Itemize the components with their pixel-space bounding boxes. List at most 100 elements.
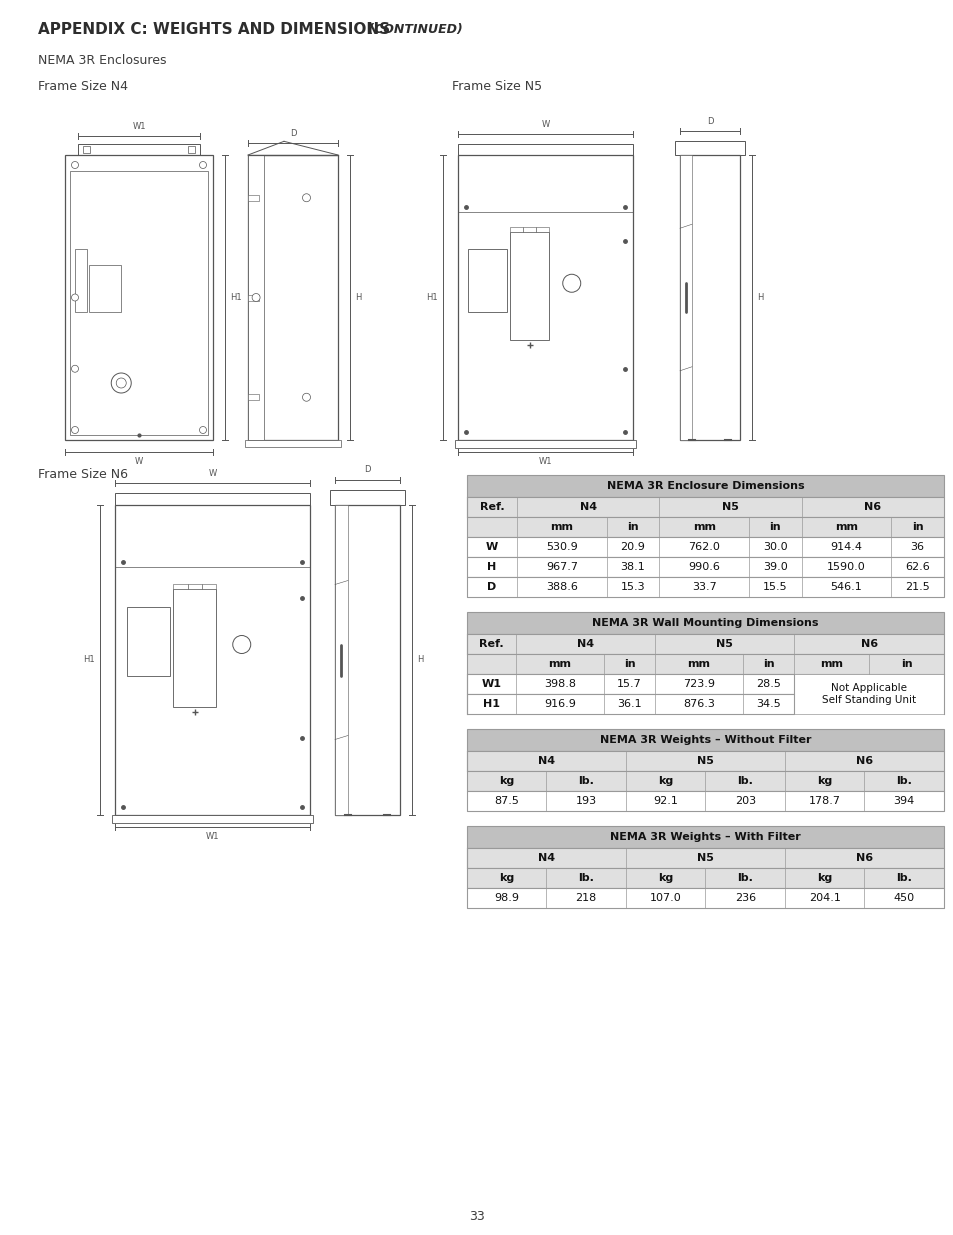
Text: N5: N5	[697, 853, 713, 863]
Text: 204.1: 204.1	[808, 893, 840, 903]
Text: Ref.: Ref.	[478, 638, 503, 650]
Text: kg: kg	[498, 776, 514, 785]
Text: D: D	[706, 117, 713, 126]
Text: 450: 450	[893, 893, 914, 903]
Text: in: in	[762, 659, 774, 669]
Bar	[467, 674, 794, 694]
Text: in: in	[900, 659, 911, 669]
Bar	[65, 156, 213, 440]
Text: N4: N4	[579, 501, 597, 513]
Text: 28.5: 28.5	[756, 679, 781, 689]
Circle shape	[562, 274, 580, 293]
Text: NEMA 3R Wall Mounting Dimensions: NEMA 3R Wall Mounting Dimensions	[592, 618, 818, 629]
Text: 762.0: 762.0	[687, 542, 720, 552]
Bar	[467, 577, 943, 597]
Circle shape	[302, 393, 310, 401]
Text: 398.8: 398.8	[543, 679, 576, 689]
Text: 15.5: 15.5	[762, 582, 787, 592]
Bar	[127, 608, 170, 676]
Text: lb.: lb.	[896, 873, 911, 883]
Text: H1: H1	[83, 656, 95, 664]
Text: 1590.0: 1590.0	[826, 562, 865, 572]
Text: 530.9: 530.9	[545, 542, 578, 552]
Text: W1: W1	[206, 832, 219, 841]
Text: Frame Size N4: Frame Size N4	[38, 80, 128, 94]
Text: in: in	[769, 522, 781, 532]
Circle shape	[199, 426, 206, 433]
Text: 107.0: 107.0	[649, 893, 680, 903]
Text: N6: N6	[855, 756, 872, 766]
Text: W1: W1	[481, 679, 501, 689]
Bar	[188, 584, 202, 589]
Text: D: D	[487, 582, 497, 592]
Bar	[467, 790, 943, 811]
Text: 15.7: 15.7	[617, 679, 641, 689]
Text: H: H	[757, 293, 762, 303]
Text: Frame Size N5: Frame Size N5	[452, 80, 541, 94]
Circle shape	[233, 636, 251, 653]
Bar	[455, 440, 636, 448]
Bar	[89, 264, 121, 311]
Bar	[467, 496, 943, 517]
Text: 33.7: 33.7	[691, 582, 716, 592]
Text: mm: mm	[834, 522, 857, 532]
Circle shape	[71, 426, 78, 433]
Text: Not Applicable
Self Standing Unit: Not Applicable Self Standing Unit	[821, 683, 915, 705]
Text: H: H	[487, 562, 497, 572]
Text: in: in	[911, 522, 923, 532]
Text: D: D	[290, 128, 296, 138]
Text: W: W	[134, 457, 143, 466]
Bar	[536, 227, 548, 232]
Bar	[248, 394, 259, 400]
Bar	[245, 440, 340, 447]
Text: 178.7: 178.7	[808, 797, 840, 806]
Text: Frame Size N6: Frame Size N6	[38, 468, 128, 482]
Bar	[115, 505, 310, 815]
Text: N4: N4	[537, 756, 555, 766]
Bar	[335, 505, 348, 815]
Bar	[467, 888, 943, 908]
Bar	[248, 156, 264, 440]
Bar	[467, 729, 943, 751]
Text: 967.7: 967.7	[545, 562, 578, 572]
Text: kg: kg	[817, 873, 832, 883]
Bar	[75, 249, 87, 311]
Bar	[510, 227, 523, 232]
Text: H1: H1	[230, 293, 241, 303]
Text: 21.5: 21.5	[904, 582, 929, 592]
Text: N6: N6	[860, 638, 877, 650]
Circle shape	[116, 378, 126, 388]
Text: APPENDIX C: WEIGHTS AND DIMENSIONS: APPENDIX C: WEIGHTS AND DIMENSIONS	[38, 22, 390, 37]
Text: mm: mm	[820, 659, 842, 669]
Text: W1: W1	[132, 121, 146, 131]
Bar	[467, 517, 943, 537]
Text: kg: kg	[658, 873, 673, 883]
Bar	[467, 848, 943, 868]
Bar	[794, 674, 943, 714]
Bar	[467, 826, 943, 848]
Bar	[467, 613, 943, 634]
Bar	[468, 249, 506, 311]
Bar	[467, 634, 943, 655]
Text: in: in	[623, 659, 635, 669]
Text: lb.: lb.	[737, 776, 753, 785]
Circle shape	[71, 366, 78, 372]
Bar	[457, 156, 633, 440]
Text: 98.9: 98.9	[494, 893, 518, 903]
Bar	[83, 146, 91, 153]
Text: 38.1: 38.1	[620, 562, 645, 572]
Bar	[248, 195, 259, 201]
Text: W: W	[485, 542, 497, 552]
Text: N5: N5	[716, 638, 733, 650]
Bar	[467, 694, 794, 714]
Circle shape	[199, 162, 206, 168]
Text: NEMA 3R Enclosure Dimensions: NEMA 3R Enclosure Dimensions	[606, 480, 803, 492]
Bar	[248, 156, 337, 440]
Text: kg: kg	[817, 776, 832, 785]
Bar	[675, 141, 744, 156]
Text: kg: kg	[498, 873, 514, 883]
Text: N4: N4	[537, 853, 555, 863]
Text: NEMA 3R Weights – With Filter: NEMA 3R Weights – With Filter	[610, 832, 800, 842]
Text: 546.1: 546.1	[830, 582, 862, 592]
Text: 62.6: 62.6	[904, 562, 929, 572]
